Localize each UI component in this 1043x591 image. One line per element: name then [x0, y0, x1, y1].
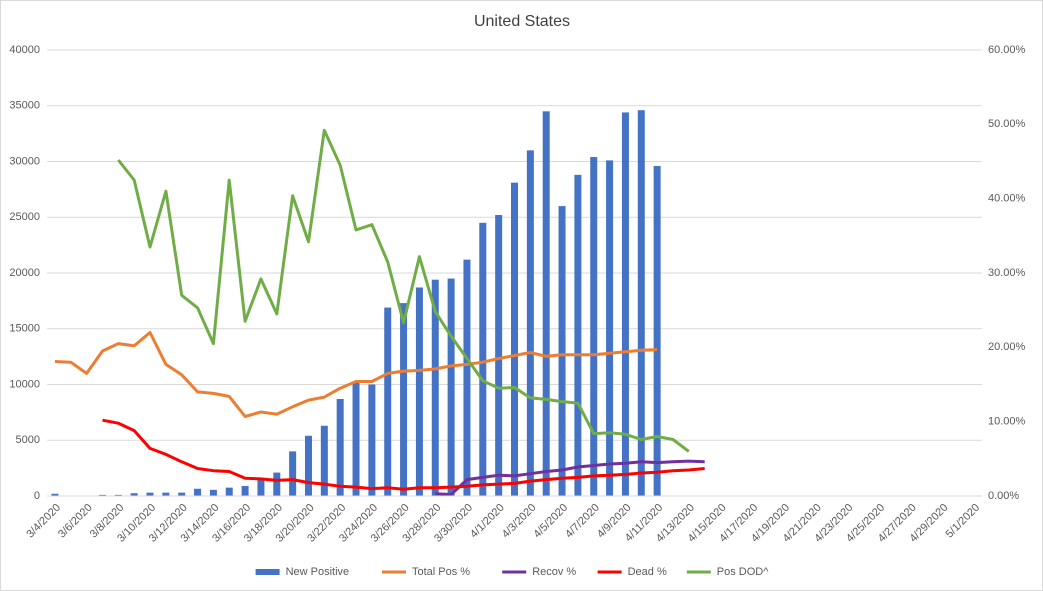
y2-tick-label: 10.00% [988, 416, 1026, 428]
bar [495, 215, 503, 496]
line-series [102, 418, 705, 491]
y2-tick-label: 50.00% [988, 118, 1026, 130]
bar [384, 307, 392, 496]
bar [574, 174, 582, 496]
bar [273, 472, 281, 496]
legend-label: Pos DOD^ [717, 566, 769, 578]
y2-tick-label: 0.00% [988, 490, 1019, 502]
bar [51, 493, 59, 496]
chart-title: United States [474, 13, 570, 30]
bar [606, 160, 614, 496]
line-series [117, 128, 690, 453]
line-series [435, 459, 705, 496]
bar [209, 489, 217, 496]
bar [289, 451, 297, 496]
bar [241, 485, 249, 496]
bar [542, 111, 550, 496]
bar [621, 112, 629, 496]
y-tick-label: 40000 [9, 44, 40, 56]
bar [368, 384, 376, 496]
bar [130, 493, 138, 496]
bar [304, 435, 312, 496]
bar [400, 303, 408, 496]
bar [558, 206, 566, 496]
legend-label: Total Pos % [412, 566, 470, 578]
bar [637, 110, 645, 497]
bar [511, 182, 518, 496]
y-tick-label: 0 [34, 490, 40, 502]
legend-label: Recov % [532, 566, 576, 578]
bar [352, 382, 360, 496]
y2-tick-label: 60.00% [988, 44, 1026, 56]
y2-tick-label: 40.00% [988, 193, 1026, 205]
y-tick-label: 20000 [9, 267, 40, 279]
line-series [54, 331, 658, 418]
bar [415, 287, 423, 496]
legend-swatch [255, 569, 280, 575]
bar [463, 259, 471, 496]
bar [162, 492, 170, 496]
bar [98, 494, 106, 496]
bar [146, 492, 154, 496]
y-tick-label: 15000 [9, 323, 40, 335]
y2-tick-label: 20.00% [988, 341, 1026, 353]
legend-label: Dead % [628, 566, 667, 578]
bar [114, 494, 122, 496]
y2-tick-label: 30.00% [988, 267, 1026, 279]
bar [336, 398, 344, 496]
bar [178, 492, 186, 496]
bar [320, 425, 328, 496]
y-tick-label: 10000 [9, 378, 40, 390]
y-tick-label: 30000 [9, 155, 40, 167]
bar [257, 479, 265, 496]
bar [653, 165, 661, 496]
bar [447, 278, 455, 496]
y-tick-label: 35000 [9, 100, 40, 112]
y-tick-label: 5000 [16, 434, 40, 446]
bar [431, 279, 439, 496]
y-tick-label: 25000 [9, 211, 40, 223]
bar [479, 222, 487, 496]
bar [194, 488, 202, 496]
bar [526, 150, 534, 496]
bar [225, 487, 233, 496]
bar [590, 157, 598, 497]
legend-label: New Positive [286, 566, 350, 578]
